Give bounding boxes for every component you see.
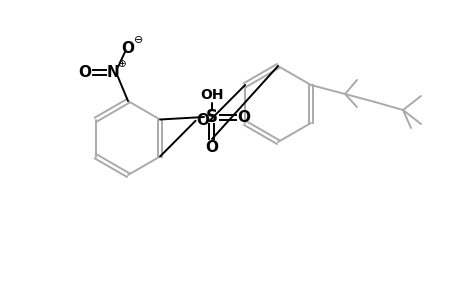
Text: O: O: [205, 140, 218, 154]
Text: S: S: [206, 108, 218, 126]
Text: O: O: [78, 64, 91, 80]
Text: O: O: [237, 110, 250, 124]
Text: O: O: [196, 113, 208, 128]
Text: O: O: [121, 40, 134, 56]
Text: $\oplus$: $\oplus$: [117, 58, 127, 68]
Text: OH: OH: [200, 88, 223, 102]
Text: $\ominus$: $\ominus$: [133, 34, 143, 44]
Text: N: N: [106, 64, 119, 80]
